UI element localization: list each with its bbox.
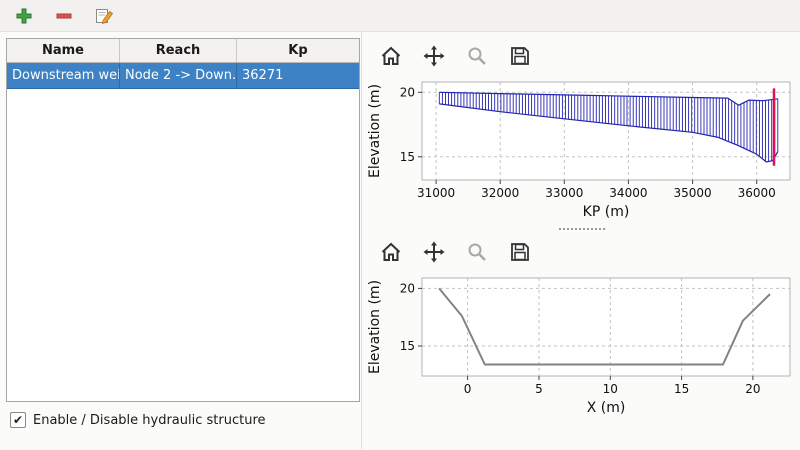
- svg-text:34000: 34000: [609, 186, 647, 200]
- save-icon: [511, 47, 529, 65]
- svg-text:5: 5: [535, 382, 543, 396]
- save-icon: [511, 243, 529, 261]
- content-area: Name Reach Kp Downstream weir Node 2 -> …: [0, 32, 800, 449]
- add-structure-button[interactable]: [12, 4, 36, 28]
- svg-text:20: 20: [400, 85, 415, 99]
- splitter-dots-icon: [559, 228, 605, 230]
- cell-name: Downstream weir: [7, 63, 120, 88]
- svg-text:36000: 36000: [738, 186, 776, 200]
- home-icon: [381, 46, 401, 65]
- svg-text:KP (m): KP (m): [583, 204, 630, 220]
- svg-text:33000: 33000: [545, 186, 583, 200]
- home-icon: [381, 242, 401, 261]
- structures-table: Name Reach Kp Downstream weir Node 2 -> …: [6, 38, 360, 402]
- plots-pane: 31000 32000 33000 34000 35000 36000 15 20 KP (m)…: [361, 32, 800, 449]
- home-button[interactable]: [378, 43, 404, 69]
- pan-button[interactable]: [421, 239, 447, 265]
- minus-icon: [56, 13, 72, 18]
- checkbox-box: ✔: [10, 412, 26, 428]
- pan-button[interactable]: [421, 43, 447, 69]
- edit-structure-button[interactable]: [92, 4, 116, 28]
- svg-text:0: 0: [464, 382, 472, 396]
- kp-profile-block: 31000 32000 33000 34000 35000 36000 15 20 KP (m)…: [364, 38, 800, 224]
- edit-icon: [96, 8, 114, 24]
- svg-text:X (m): X (m): [587, 400, 626, 416]
- zoom-button[interactable]: [464, 43, 490, 69]
- checkbox-label: Enable / Disable hydraulic structure: [33, 412, 266, 428]
- svg-text:32000: 32000: [481, 186, 519, 200]
- zoom-button[interactable]: [464, 239, 490, 265]
- kp-profile-chart[interactable]: 31000 32000 33000 34000 35000 36000 15 20 KP (m)…: [364, 74, 800, 224]
- cell-kp: 36271: [242, 68, 284, 83]
- svg-text:Elevation (m): Elevation (m): [367, 84, 383, 178]
- save-figure-button[interactable]: [507, 43, 533, 69]
- svg-text:15: 15: [400, 150, 415, 164]
- column-header-reach[interactable]: Reach: [120, 39, 237, 62]
- plot-toolbar-bottom: [364, 234, 800, 270]
- svg-text:10: 10: [603, 382, 618, 396]
- save-figure-button[interactable]: [507, 239, 533, 265]
- pan-icon: [423, 241, 445, 263]
- zoom-icon: [468, 243, 486, 261]
- table-row[interactable]: Downstream weir Node 2 -> Down... 36271: [7, 63, 359, 89]
- cell-reach: Node 2 -> Down...: [120, 63, 237, 88]
- check-mark-icon: ✔: [12, 413, 24, 427]
- svg-text:35000: 35000: [674, 186, 712, 200]
- pan-icon: [423, 45, 445, 67]
- svg-text:20: 20: [400, 281, 415, 295]
- plot-toolbar-top: [364, 38, 800, 74]
- zoom-icon: [468, 47, 486, 65]
- left-pane: Name Reach Kp Downstream weir Node 2 -> …: [0, 32, 361, 449]
- svg-text:Elevation (m): Elevation (m): [367, 280, 383, 374]
- table-header: Name Reach Kp: [7, 39, 359, 63]
- svg-text:31000: 31000: [417, 186, 455, 200]
- column-header-kp[interactable]: Kp: [288, 43, 308, 58]
- main-toolbar: [0, 0, 800, 32]
- splitter-handle[interactable]: [364, 224, 800, 234]
- plus-icon: [16, 8, 32, 23]
- home-button[interactable]: [378, 239, 404, 265]
- column-header-name[interactable]: Name: [7, 39, 120, 62]
- cross-section-block: 0 5 10 15 20 15 20 X (m) Elevation (m): [364, 234, 800, 420]
- svg-text:20: 20: [745, 382, 760, 396]
- svg-text:15: 15: [674, 382, 689, 396]
- cross-section-chart[interactable]: 0 5 10 15 20 15 20 X (m) Elevation (m): [364, 270, 800, 420]
- enable-structure-checkbox[interactable]: ✔ Enable / Disable hydraulic structure: [10, 412, 361, 428]
- remove-structure-button[interactable]: [52, 4, 76, 28]
- svg-text:15: 15: [400, 339, 415, 353]
